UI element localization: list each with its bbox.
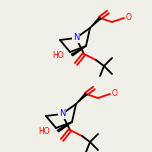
Polygon shape — [57, 122, 72, 132]
Text: HO: HO — [38, 126, 50, 135]
Polygon shape — [71, 46, 86, 56]
Text: O: O — [126, 14, 132, 22]
Text: O: O — [126, 14, 132, 22]
Text: N: N — [73, 33, 79, 43]
Polygon shape — [90, 17, 101, 28]
Text: N: N — [59, 109, 65, 119]
Text: O: O — [112, 90, 118, 98]
Polygon shape — [76, 93, 87, 104]
Text: HO: HO — [52, 50, 64, 59]
Text: O: O — [112, 90, 118, 98]
